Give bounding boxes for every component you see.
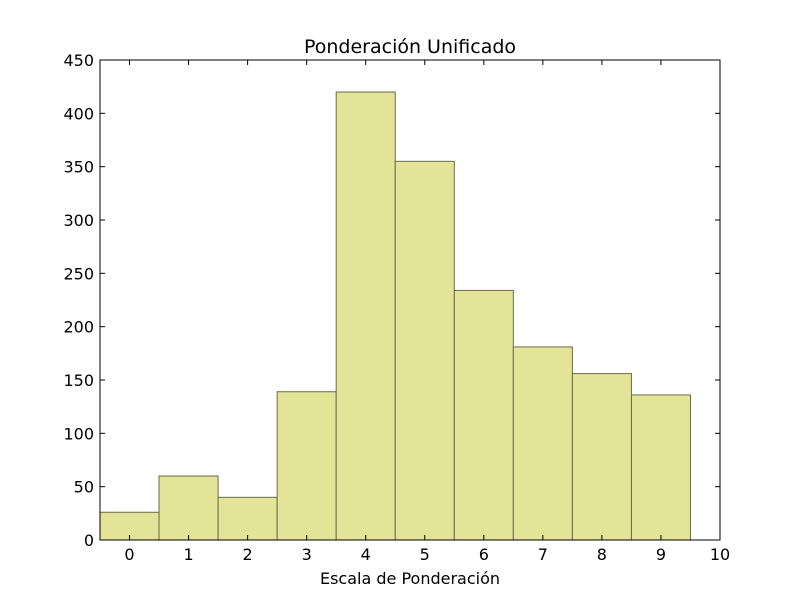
y-tick-label-150: 150 <box>63 371 94 390</box>
x-tick-label-9: 9 <box>656 545 666 564</box>
x-tick-label-4: 4 <box>361 545 371 564</box>
plot-frame <box>99 59 721 541</box>
bar-8 <box>571 373 632 541</box>
y-tick-label-400: 400 <box>63 104 94 123</box>
y-tick-label-250: 250 <box>63 264 94 283</box>
bar-5 <box>394 160 455 541</box>
y-tick-label-350: 350 <box>63 158 94 177</box>
y-tick-label-200: 200 <box>63 318 94 337</box>
x-tick-label-10: 10 <box>710 545 730 564</box>
x-tick-label-5: 5 <box>420 545 430 564</box>
bar-4 <box>335 91 396 541</box>
bar-3 <box>276 391 337 541</box>
x-tick-label-7: 7 <box>538 545 548 564</box>
bar-9 <box>630 394 691 541</box>
bar-1 <box>158 475 219 541</box>
y-tick-label-300: 300 <box>63 211 94 230</box>
x-tick-label-8: 8 <box>597 545 607 564</box>
bar-7 <box>512 346 573 541</box>
y-tick-label-50: 50 <box>74 478 94 497</box>
x-tick-label-1: 1 <box>183 545 193 564</box>
bar-6 <box>453 289 514 541</box>
y-tick-label-100: 100 <box>63 424 94 443</box>
x-tick-label-2: 2 <box>243 545 253 564</box>
x-axis-label: Escala de Ponderación <box>320 569 500 588</box>
y-tick-label-450: 450 <box>63 51 94 70</box>
y-tick-label-0: 0 <box>84 531 94 550</box>
bar-2 <box>217 496 278 541</box>
x-tick-label-0: 0 <box>124 545 134 564</box>
x-tick-label-3: 3 <box>302 545 312 564</box>
bars-group <box>99 91 691 541</box>
chart-title: Ponderación Unificado <box>304 36 516 58</box>
x-tick-label-6: 6 <box>479 545 489 564</box>
